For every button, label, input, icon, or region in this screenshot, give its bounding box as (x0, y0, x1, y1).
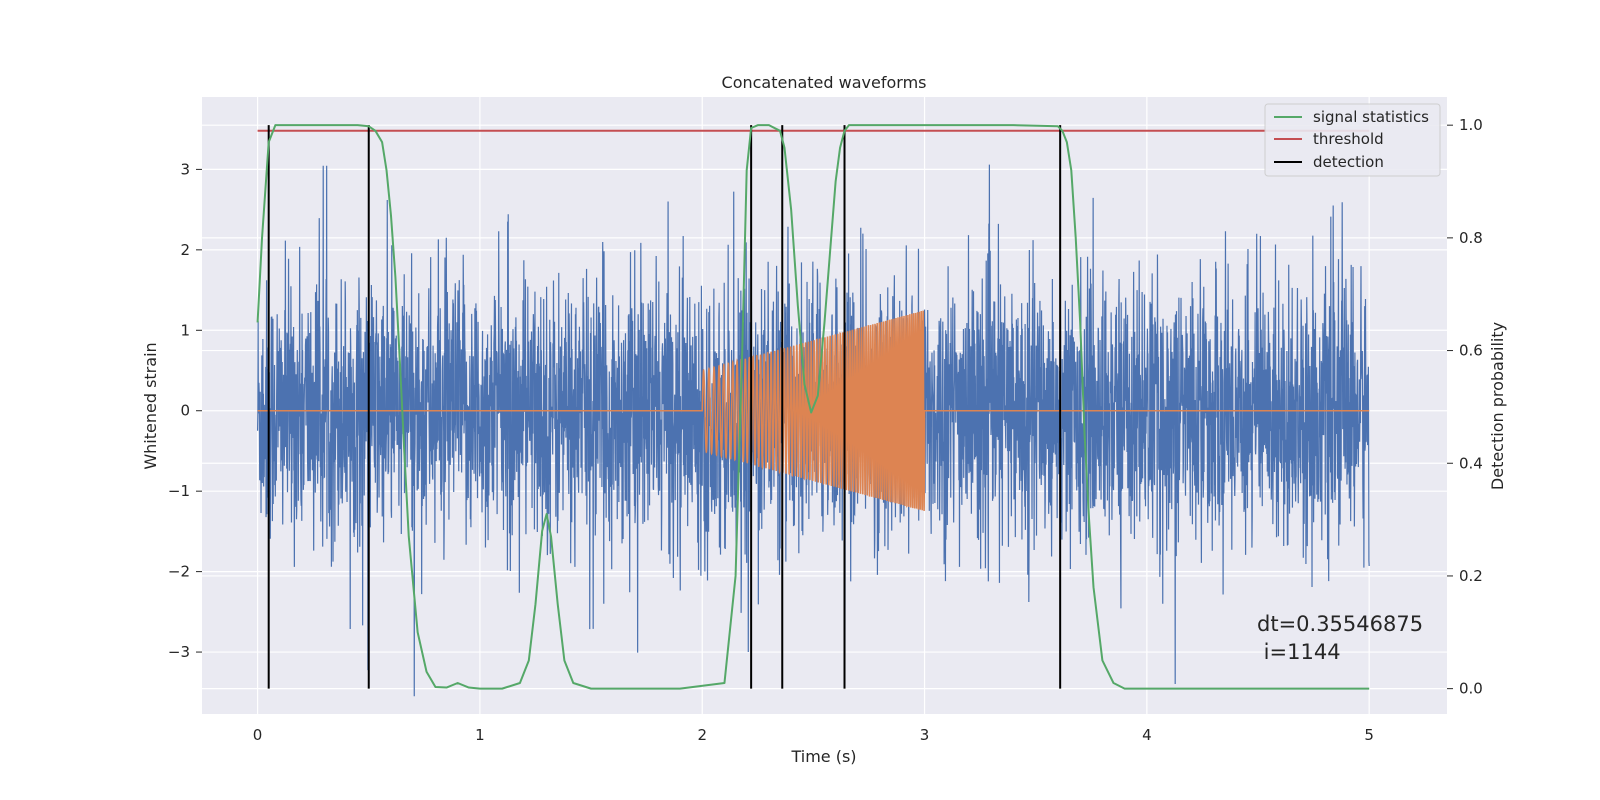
signal-statistics-line (256, 124, 1370, 690)
annotation-i: i=1144 (1257, 640, 1341, 664)
x-tick-label: 1 (475, 726, 485, 744)
noise-line (256, 164, 1370, 697)
y-tick-label: 1 (180, 321, 190, 339)
probability-series (256, 124, 1370, 690)
x-tick-label: 4 (1142, 726, 1152, 744)
legend-label-signal-statistics: signal statistics (1313, 108, 1429, 126)
x-axis-label: Time (s) (790, 747, 856, 766)
y2-tick-label: 0.0 (1459, 680, 1483, 698)
x-tick-label: 3 (920, 726, 930, 744)
y2-tick-label: 0.8 (1459, 229, 1483, 247)
axis-ticks: 0 1 2 3 4 5 −3 −2 −1 0 1 2 3 0.0 0.2 0.4 0.6 0.8 1.0 (168, 116, 1483, 744)
annotation-dt: dt=0.35546875 (1257, 612, 1423, 636)
y-tick-label: 2 (180, 241, 190, 259)
chart-title: Concatenated waveforms (722, 73, 927, 92)
y-axis-label: Whitened strain (141, 342, 160, 469)
legend-box (1264, 103, 1441, 177)
y2-tick-label: 1.0 (1459, 116, 1483, 134)
y-tick-label: 3 (180, 160, 190, 178)
noise-series (256, 164, 1370, 697)
y2-axis-label: Detection probability (1488, 322, 1507, 490)
legend-label-detection: detection (1313, 153, 1384, 171)
y-tick-label: 0 (180, 402, 190, 420)
x-tick-label: 0 (253, 726, 263, 744)
y2-tick-label: 0.2 (1459, 567, 1483, 585)
y2-tick-label: 0.4 (1459, 454, 1483, 472)
y2-tick-label: 0.6 (1459, 342, 1483, 360)
y-tick-label: −3 (168, 643, 190, 661)
legend-label-threshold: threshold (1313, 130, 1384, 148)
x-tick-label: 2 (697, 726, 707, 744)
y-tick-label: −2 (168, 563, 190, 581)
x-tick-label: 5 (1364, 726, 1374, 744)
legend: signal statistics threshold detection (1264, 103, 1441, 177)
y-tick-label: −1 (168, 482, 190, 500)
